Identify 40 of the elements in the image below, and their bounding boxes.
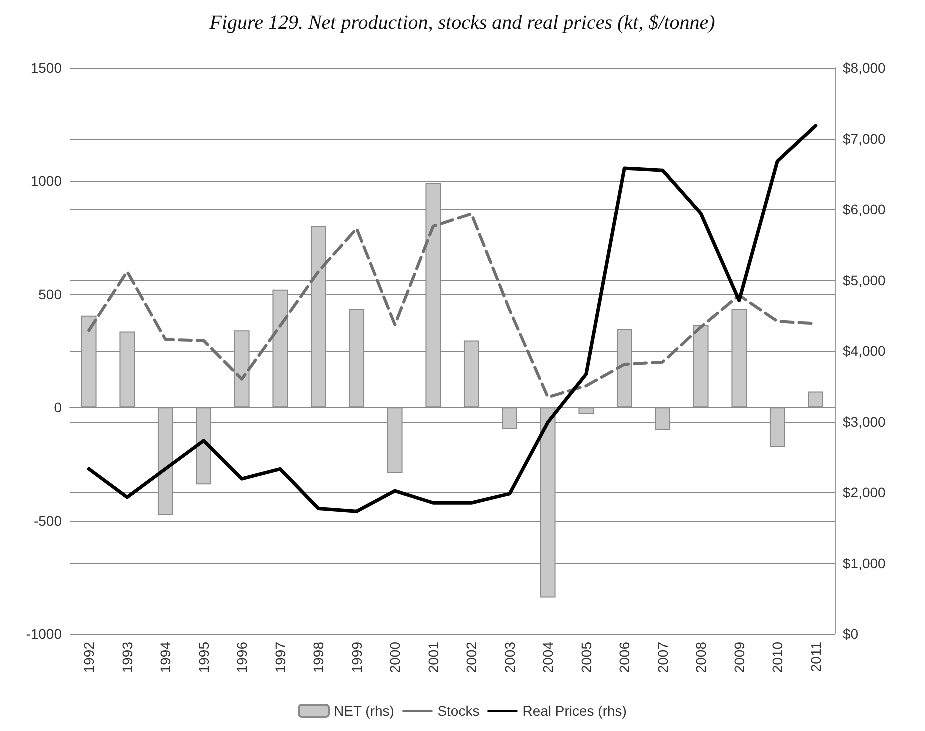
y2-tick-label: $4,000 [843,343,886,359]
x-tick-label: 1996 [234,642,250,674]
line-series [87,124,818,514]
y2-tick-label: $2,000 [843,484,886,500]
y2-tick-label: $6,000 [843,202,886,218]
x-tick-label: 2009 [731,642,748,674]
x-tick-label: 1995 [196,642,212,674]
x-tick-label: 2002 [464,642,480,674]
x-tick-label: 2010 [770,642,786,674]
x-tick-label: 1997 [272,642,288,674]
chart-title: Figure 129. Net production, stocks and real prices (kt, $/tonne) [208,12,716,34]
y-tick-label: 500 [38,286,62,302]
legend-label: Real Prices (rhs) [522,703,627,719]
y2-tick-label: $3,000 [843,414,886,430]
x-tick-label: 1993 [119,642,136,674]
y-tick-label: 1500 [30,60,62,76]
legend-label: Stocks [438,703,480,719]
y-tick-label: -500 [34,512,62,529]
y-tick-label: -1000 [26,626,62,642]
x-tick-label: 2001 [425,642,442,674]
y2-tick-label: $0 [843,626,859,642]
x-tick-label: 2003 [502,642,518,674]
x-tick-label: 1994 [158,642,174,674]
y-tick-label: 0 [54,400,62,416]
x-tick-label: 1999 [348,642,365,674]
legend-label: NET (rhs) [334,703,394,719]
x-tick-label: 1998 [310,642,327,674]
x-tick-label: 2005 [578,642,594,674]
x-tick-label: 2004 [540,642,556,674]
y2-tick-label: $5,000 [843,272,886,288]
x-tick-label: 2008 [693,642,710,674]
x-tick-label: 2000 [387,642,404,674]
y2-tick-label: $7,000 [843,130,886,147]
x-tick-label: 2006 [616,642,633,674]
x-tick-label: 1992 [81,642,98,674]
y2-tick-label: $1,000 [843,555,886,572]
y2-tick-label: $8,000 [843,60,886,76]
y-tick-label: 1000 [30,173,62,190]
x-tick-label: 2007 [654,642,671,674]
x-tick-label: 2011 [808,642,824,672]
